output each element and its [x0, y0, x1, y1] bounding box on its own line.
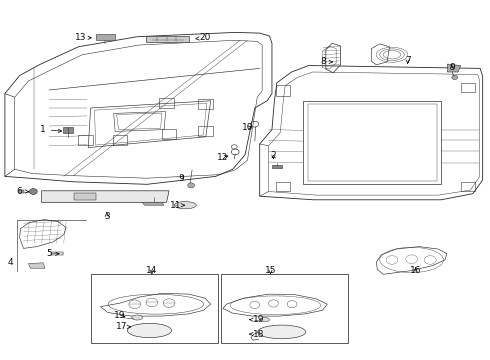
Circle shape — [452, 75, 458, 80]
Polygon shape — [28, 263, 45, 268]
Polygon shape — [96, 34, 115, 40]
Text: 10: 10 — [242, 123, 253, 132]
Text: 12: 12 — [217, 153, 229, 162]
Text: 15: 15 — [265, 266, 276, 275]
Text: 20: 20 — [196, 33, 211, 42]
Text: 5: 5 — [46, 249, 59, 258]
Text: 18: 18 — [250, 330, 265, 338]
Polygon shape — [146, 36, 189, 42]
Text: 19: 19 — [114, 310, 126, 320]
Polygon shape — [19, 190, 24, 193]
Text: 3: 3 — [104, 212, 110, 221]
Text: 16: 16 — [410, 266, 421, 275]
Text: 4: 4 — [8, 258, 14, 267]
Circle shape — [188, 183, 195, 188]
Text: 1: 1 — [40, 125, 62, 134]
Text: 13: 13 — [75, 33, 91, 42]
Text: 17: 17 — [116, 323, 130, 331]
Polygon shape — [74, 193, 96, 200]
Ellipse shape — [132, 315, 143, 320]
Ellipse shape — [127, 323, 172, 338]
Text: 14: 14 — [146, 266, 158, 275]
Text: 2: 2 — [270, 151, 276, 160]
Text: 8: 8 — [320, 58, 332, 67]
Text: 9: 9 — [178, 174, 184, 183]
Text: 6: 6 — [17, 187, 28, 196]
Text: 11: 11 — [170, 201, 184, 210]
Ellipse shape — [260, 318, 270, 322]
Polygon shape — [142, 202, 164, 205]
Ellipse shape — [174, 202, 196, 209]
Polygon shape — [447, 64, 461, 72]
Text: 9: 9 — [449, 63, 455, 72]
Text: 7: 7 — [405, 56, 411, 65]
Polygon shape — [63, 127, 73, 133]
Circle shape — [29, 189, 37, 194]
Ellipse shape — [258, 325, 306, 339]
Polygon shape — [42, 191, 169, 202]
Polygon shape — [272, 165, 282, 168]
Text: 19: 19 — [250, 315, 265, 324]
